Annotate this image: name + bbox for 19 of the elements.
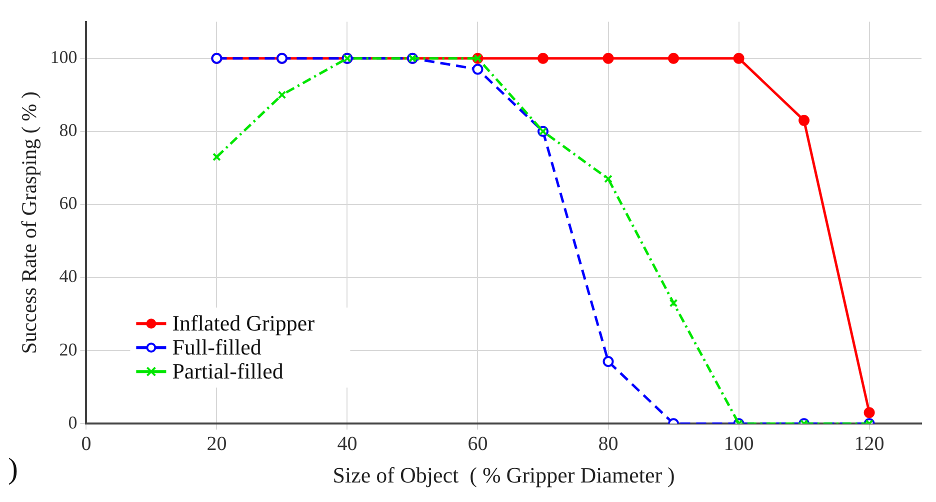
legend-label: Full-filled xyxy=(172,334,262,360)
y-tick-label: 0 xyxy=(68,412,78,432)
legend-label: Inflated Gripper xyxy=(172,310,316,336)
y-tick-label: 20 xyxy=(59,339,78,360)
y-tick-label: 60 xyxy=(59,193,78,214)
y-tick-label: 100 xyxy=(50,47,78,68)
x-tick-label: 40 xyxy=(337,432,358,455)
y-tick-label: 40 xyxy=(59,266,78,286)
x-tick-label: 0 xyxy=(81,432,92,455)
x-tick-label: 80 xyxy=(598,432,618,455)
x-tick-label: 120 xyxy=(854,432,884,455)
x-tick-label: 60 xyxy=(468,432,488,455)
y-axis-title: Success Rate of Grasping ( % ) xyxy=(17,91,42,354)
legend-label: Partial-filled xyxy=(172,358,284,384)
x-tick-label: 100 xyxy=(724,432,754,455)
x-axis-title: Size of Object ( % Gripper Diameter ) xyxy=(332,462,675,488)
y-tick-label: 80 xyxy=(59,120,78,140)
x-tick-label: 20 xyxy=(206,432,227,455)
text: ) xyxy=(8,452,18,486)
